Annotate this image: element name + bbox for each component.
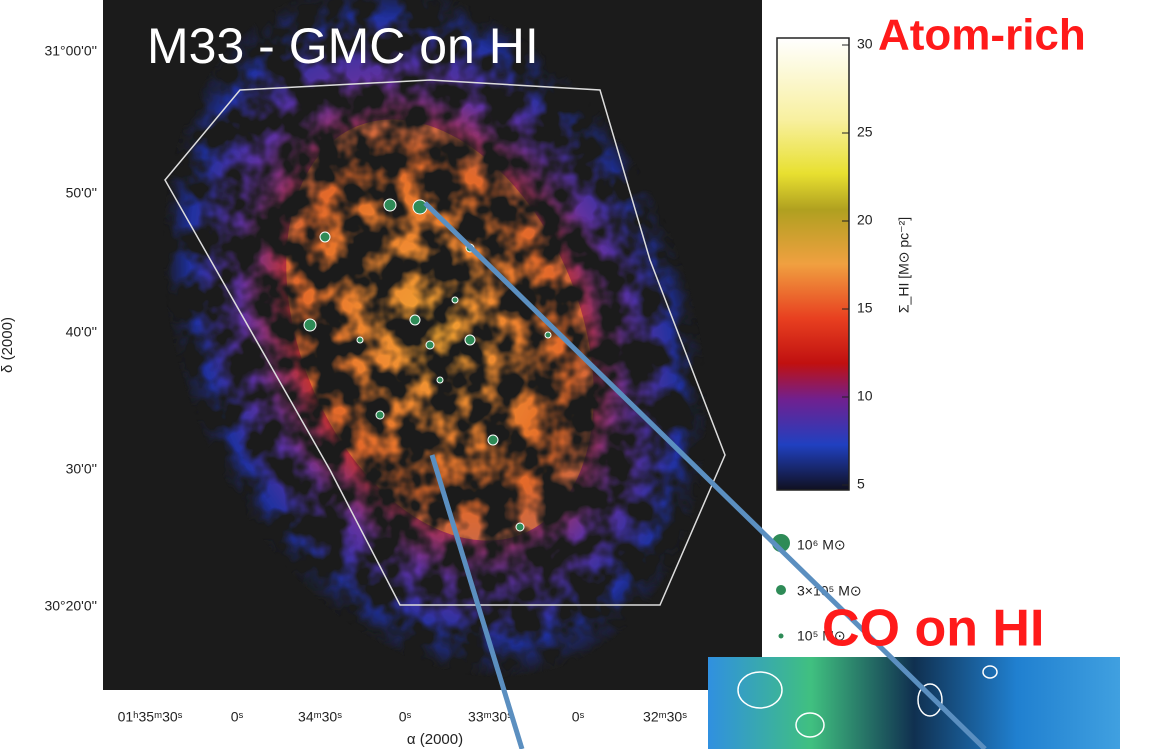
- y-tick-label: 50'0'': [66, 185, 97, 201]
- connector-line: [429, 454, 525, 750]
- y-ticks: 31°00'0'' 50'0'' 40'0'' 30'0'' 30°20'0'': [44, 43, 97, 614]
- colorbar-tick-label: 15: [857, 300, 873, 316]
- colorbar-ticks: 30 25 20 15 10 5: [842, 36, 873, 492]
- atom-rich-label: Atom-rich: [878, 11, 1086, 60]
- colorbar-tick-label: 10: [857, 388, 873, 404]
- colorbar-tick-label: 20: [857, 212, 873, 228]
- x-tick-label: 34ᵐ30ˢ: [298, 709, 342, 725]
- legend-marker: [776, 585, 786, 595]
- colorbar-tick-label: 25: [857, 124, 873, 140]
- survey-outline: [164, 79, 726, 606]
- x-tick-label: 33ᵐ30ˢ: [468, 709, 512, 725]
- x-ticks: 01ʰ35ᵐ30ˢ 0ˢ 34ᵐ30ˢ 0ˢ 33ᵐ30ˢ 0ˢ 32ᵐ30ˢ: [118, 709, 688, 725]
- co-on-hi-label: CO on HI: [822, 600, 1044, 658]
- y-tick-label: 31°00'0'': [44, 43, 97, 59]
- colorbar: [776, 37, 850, 491]
- co-inset-image: [708, 657, 1120, 749]
- x-tick-label: 0ˢ: [572, 709, 585, 725]
- hi-map: [162, 0, 708, 678]
- legend-label: 10⁶ M⊙: [797, 537, 846, 553]
- y-tick-label: 40'0'': [66, 324, 97, 340]
- colorbar-label: Σ_HI [M⊙ pc⁻²]: [896, 217, 912, 313]
- slide-title: M33 - GMC on HI: [147, 18, 539, 74]
- connector-line: [423, 201, 987, 751]
- x-tick-label: 0ˢ: [231, 709, 244, 725]
- x-tick-label: 01ʰ35ᵐ30ˢ: [118, 709, 183, 725]
- colorbar-tick-label: 5: [857, 476, 865, 492]
- legend-label: 3×10⁵ M⊙: [797, 583, 862, 599]
- y-tick-label: 30'0'': [66, 461, 97, 477]
- x-tick-label: 32ᵐ30ˢ: [643, 709, 687, 725]
- x-tick-label: 0ˢ: [399, 709, 412, 725]
- x-axis-label: α (2000): [407, 731, 463, 748]
- y-axis-label: δ (2000): [0, 317, 16, 373]
- legend-label: 10⁵ M⊙: [797, 628, 846, 644]
- legend-marker: [778, 633, 784, 639]
- colorbar-tick-label: 30: [857, 36, 873, 52]
- co-contours: [737, 665, 998, 738]
- y-tick-label: 30°20'0'': [44, 598, 97, 614]
